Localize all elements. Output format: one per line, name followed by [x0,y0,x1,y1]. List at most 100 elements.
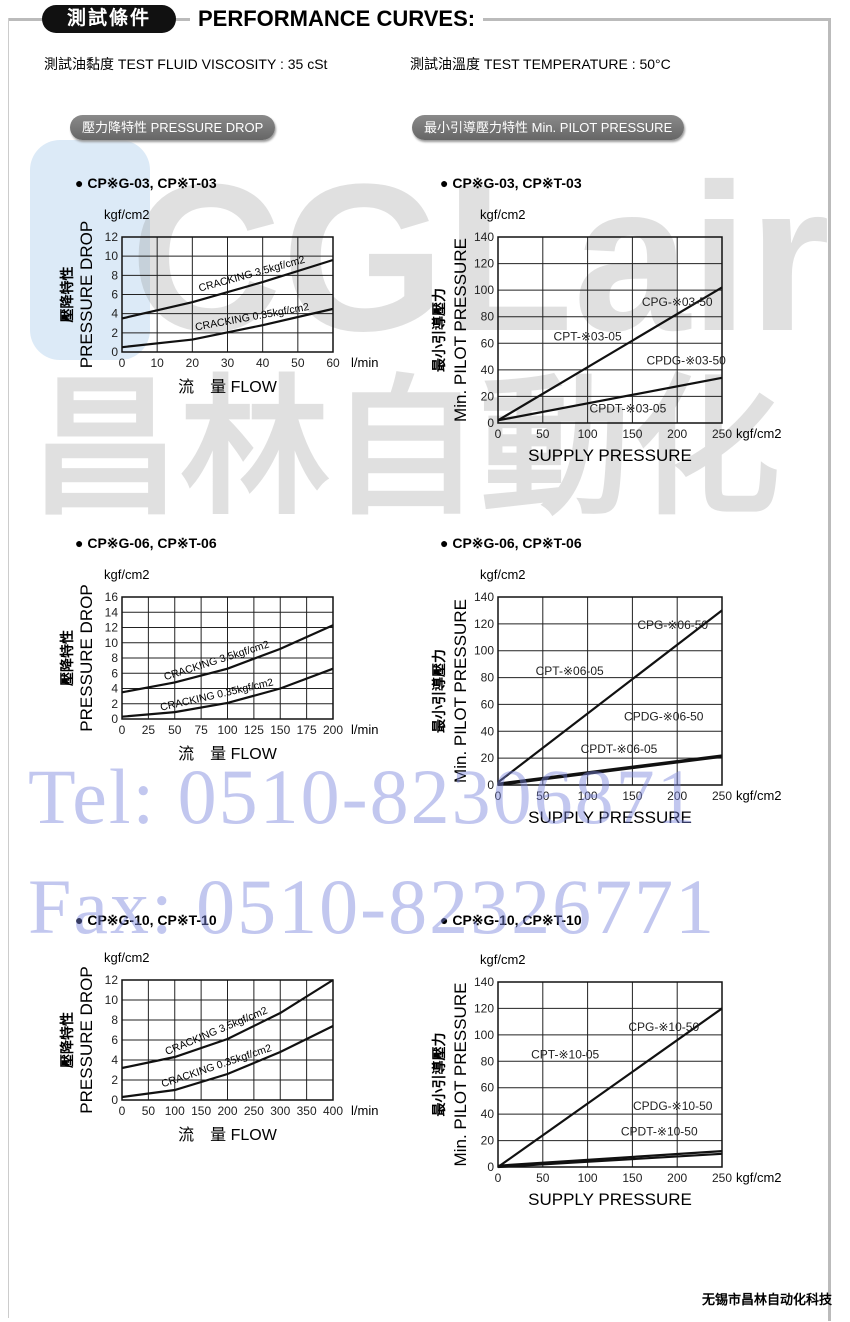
y-axis-title-cn: 壓降特性 [59,267,75,323]
y-unit-label: kgf/cm2 [480,952,526,967]
temperature-text: 測試油溫度 TEST TEMPERATURE : 50°C [410,56,671,72]
watermark-fax: Fax: 0510-82326771 [28,863,717,950]
section-pressure-drop: 壓力降特性 PRESSURE DROP [70,115,276,140]
y-unit-label: kgf/cm2 [104,567,150,582]
x-tick-label: 30 [221,356,235,370]
annotation-label: CPDT-※06-05 [581,742,658,756]
series-line [121,258,334,320]
y-axis-title: Min. PILOT PRESSURE [451,983,470,1167]
y-tick-label: 100 [474,283,494,297]
chart-title: ● CP※G-06, CP※T-06 [440,535,582,551]
x-tick-label: 200 [667,789,687,803]
series-line [121,307,334,349]
series-line [497,1152,723,1169]
annotation-label: CPDG-※10-50 [633,1099,713,1113]
y-axis-title-cn: 最小引導壓力 [431,649,447,733]
watermark-tel: Tel: 0510-82306871 [28,753,698,840]
annotation-label: CPT-※03-05 [554,330,622,344]
x-tick-label: 50 [168,723,182,737]
chart-title: ● CP※G-03, CP※T-03 [75,175,217,191]
x-tick-label: 200 [217,1104,237,1118]
x-tick-label: 50 [291,356,305,370]
y-tick-label: 16 [105,590,119,604]
y-unit-label: kgf/cm2 [480,207,526,222]
x-unit-label: l/min [351,355,378,370]
annotation-label: CPT-※06-05 [536,664,604,678]
footer-company: 无锡市昌林自动化科技 [701,1292,832,1307]
y-tick-label: 2 [111,697,118,711]
y-tick-label: 6 [111,666,118,680]
y-tick-label: 40 [481,1107,495,1121]
y-tick-label: 6 [111,288,118,302]
chart-title: ● CP※G-10, CP※T-10 [440,912,582,928]
x-axis-title: 流 量 FLOW [178,1126,278,1144]
x-tick-label: 400 [323,1104,343,1118]
x-tick-label: 0 [495,789,502,803]
y-tick-label: 4 [111,682,118,696]
x-tick-label: 100 [578,789,598,803]
x-tick-label: 10 [150,356,164,370]
y-tick-label: 80 [481,671,495,685]
x-tick-label: 50 [536,789,550,803]
annotation-label: CPDG-※03-50 [646,354,726,368]
x-tick-label: 250 [712,1171,732,1185]
y-axis-title: Min. PILOT PRESSURE [451,238,470,422]
x-tick-label: 75 [194,723,208,737]
series-label: CRACKING 3.5kgf/cm2 [163,638,271,683]
y-tick-label: 60 [481,697,495,711]
x-unit-label: kgf/cm2 [736,1170,782,1185]
x-axis-title: SUPPLY PRESSURE [528,1190,692,1209]
annotation-label: CPG-※10-50 [628,1020,699,1034]
x-unit-label: l/min [351,1103,378,1118]
y-axis-title-cn: 最小引導壓力 [431,1033,447,1117]
x-unit-label: kgf/cm2 [736,788,782,803]
y-tick-label: 12 [105,973,119,987]
y-tick-label: 140 [474,230,494,244]
x-axis-title: 流 量 FLOW [178,745,278,763]
x-tick-label: 250 [712,427,732,441]
plot-frame [497,981,723,1168]
x-tick-label: 100 [578,427,598,441]
y-axis-title-cn: 最小引導壓力 [431,288,447,372]
annotation-label: CPG-※03-50 [642,295,713,309]
y-tick-label: 12 [105,621,119,635]
y-tick-label: 60 [481,336,495,350]
y-unit-label: kgf/cm2 [104,950,150,965]
y-tick-label: 0 [487,416,494,430]
x-tick-label: 125 [244,723,264,737]
chart-1: ● CP※G-03, CP※T-03 0 10 20 30 40 50 60 0 2 4 6 8 10 12… [59,175,378,396]
y-tick-label: 140 [474,590,494,604]
x-tick-label: 60 [326,356,340,370]
x-tick-label: 200 [667,427,687,441]
x-tick-label: 150 [191,1104,211,1118]
y-tick-label: 100 [474,1028,494,1042]
x-tick-label: 50 [536,427,550,441]
y-tick-label: 120 [474,257,494,271]
y-tick-label: 2 [111,1073,118,1087]
x-tick-label: 0 [119,723,126,737]
series-line [121,1025,334,1099]
chart-title: ● CP※G-10, CP※T-10 [75,912,217,928]
x-tick-label: 350 [297,1104,317,1118]
page-title: PERFORMANCE CURVES: [190,6,484,32]
y-axis-title: PRESSURE DROP [77,584,96,731]
x-tick-label: 175 [297,723,317,737]
y-axis-title-cn: 壓降特性 [59,630,75,686]
annotation-label: CPDT-※10-50 [621,1124,698,1138]
y-tick-label: 140 [474,975,494,989]
y-tick-label: 120 [474,1001,494,1015]
y-tick-label: 2 [111,326,118,340]
chart-title: ● CP※G-06, CP※T-06 [75,535,217,551]
x-tick-label: 20 [186,356,200,370]
series-line [497,755,723,787]
y-tick-label: 60 [481,1081,495,1095]
series-line [497,1007,723,1168]
y-axis-title-cn: 壓降特性 [59,1012,75,1068]
y-tick-label: 120 [474,617,494,631]
frame-border-left [8,18,9,1318]
y-tick-label: 10 [105,249,119,263]
y-tick-label: 0 [111,1093,118,1107]
chart-2: ● CP※G-03, CP※T-03 0 50 100 150 200 250 0 20 40 60… [431,175,782,465]
section-pilot-pressure: 最小引導壓力特性 Min. PILOT PRESSURE [412,115,685,140]
